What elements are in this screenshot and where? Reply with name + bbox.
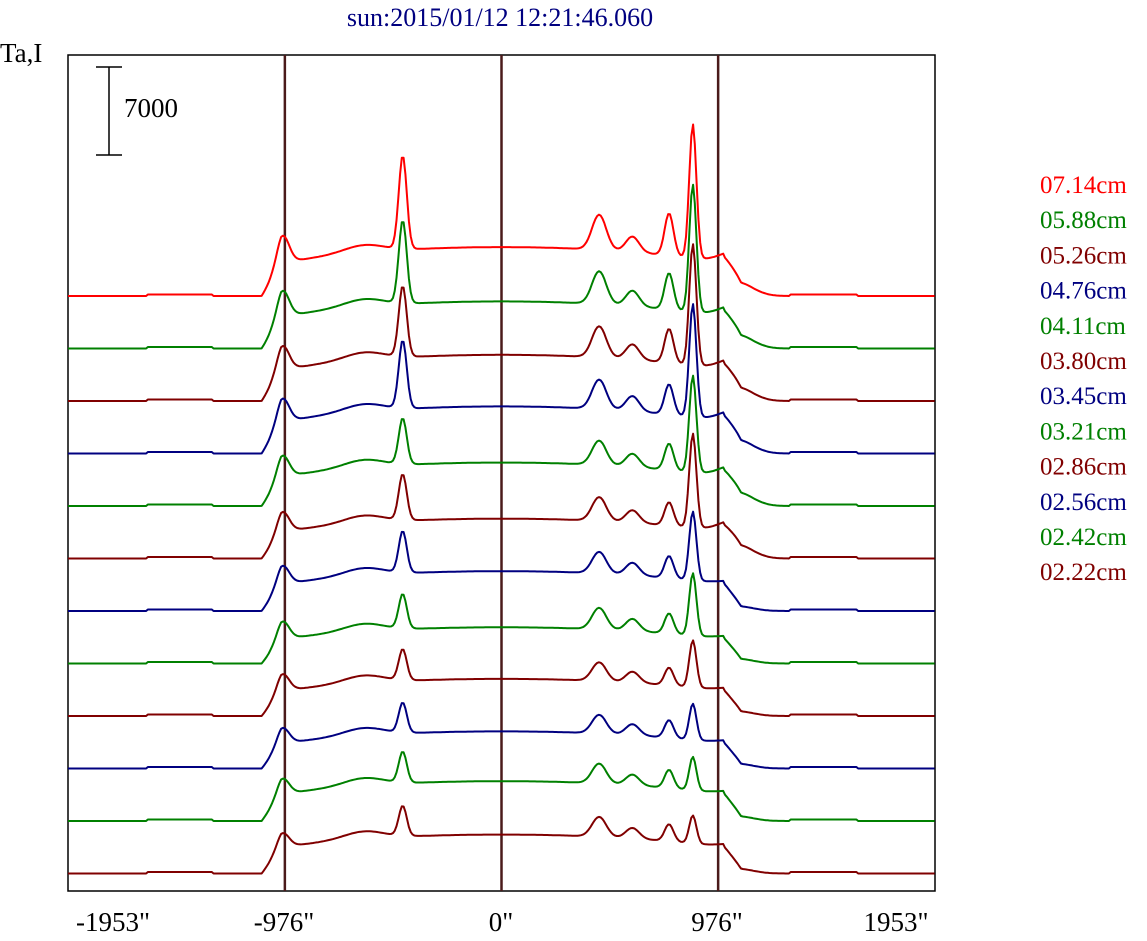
x-tick-label: -1953" bbox=[76, 907, 150, 937]
series-line bbox=[68, 751, 935, 822]
series-line bbox=[68, 702, 935, 770]
legend-entry: 05.88cm bbox=[1040, 207, 1127, 234]
legend-entry: 02.42cm bbox=[1040, 524, 1127, 551]
x-tick-label: 976" bbox=[691, 907, 743, 937]
legend-entry: 02.22cm bbox=[1040, 559, 1127, 586]
legend-entry: 03.21cm bbox=[1040, 418, 1127, 445]
legend-entry: 04.76cm bbox=[1040, 278, 1127, 305]
series-line bbox=[68, 639, 935, 717]
legend-entry: 02.86cm bbox=[1040, 454, 1127, 481]
series-line bbox=[68, 432, 935, 560]
legend-entry: 07.14cm bbox=[1040, 172, 1127, 199]
legend-entry: 03.45cm bbox=[1040, 383, 1127, 410]
series-group bbox=[68, 123, 935, 875]
series-line bbox=[68, 123, 935, 297]
chart-title: sun:2015/01/12 12:21:46.060 bbox=[347, 3, 653, 32]
series-line bbox=[68, 510, 935, 612]
x-tick-label: 0" bbox=[489, 907, 514, 937]
x-tick-label: 1953" bbox=[863, 907, 928, 937]
legend-entry: 03.80cm bbox=[1040, 348, 1127, 375]
legend-entry: 05.26cm bbox=[1040, 242, 1127, 269]
series-line bbox=[68, 243, 935, 402]
legend: 07.14cm 05.88cm 05.26cm 04.76cm 04.11cm 03.80… bbox=[1040, 172, 1127, 586]
scale-bar: 7000 bbox=[96, 66, 178, 156]
series-line bbox=[68, 374, 935, 507]
series-line bbox=[68, 183, 935, 350]
vertical-marker-lines bbox=[283, 55, 720, 891]
x-axis-ticks: -1953" -976" 0" 976" 1953" bbox=[76, 907, 929, 937]
legend-entry: 04.11cm bbox=[1040, 313, 1126, 340]
x-tick-label: -976" bbox=[254, 907, 315, 937]
series-line bbox=[68, 572, 935, 665]
y-axis-label: Ta,I bbox=[0, 38, 42, 68]
series-line bbox=[68, 303, 935, 455]
legend-entry: 02.56cm bbox=[1040, 489, 1127, 516]
series-line bbox=[68, 805, 935, 875]
scale-bar-label: 7000 bbox=[124, 93, 178, 123]
